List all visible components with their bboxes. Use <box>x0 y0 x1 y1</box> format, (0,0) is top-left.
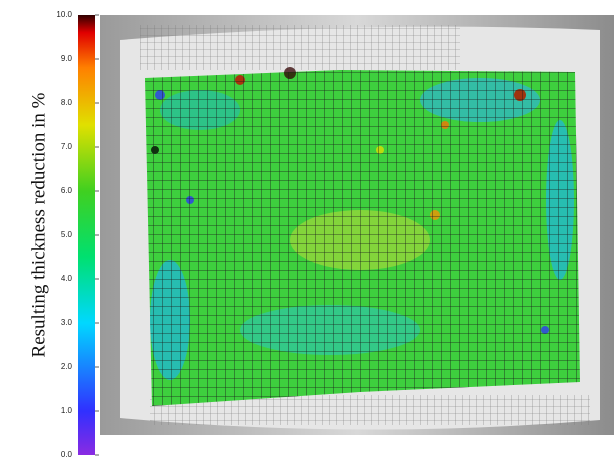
tick-label: 0.0 <box>61 450 73 459</box>
photo <box>100 15 614 435</box>
tick-label: 4.0 <box>61 274 73 283</box>
tick-label: 6.0 <box>61 186 73 195</box>
tick-label: 1.0 <box>61 406 73 415</box>
tick-label: 9.0 <box>61 54 73 63</box>
tick-label: 10.0 <box>56 10 72 19</box>
colorbar <box>78 15 95 455</box>
y-axis-label: Resulting thickness reduction in % <box>28 92 49 357</box>
figure: Resulting thickness reduction in % 0.0 1.… <box>0 0 614 461</box>
tick-label: 5.0 <box>61 230 73 239</box>
tick-label: 3.0 <box>61 318 73 327</box>
tick-label: 7.0 <box>61 142 73 151</box>
tick-label: 8.0 <box>61 98 73 107</box>
tick-label: 2.0 <box>61 362 73 371</box>
